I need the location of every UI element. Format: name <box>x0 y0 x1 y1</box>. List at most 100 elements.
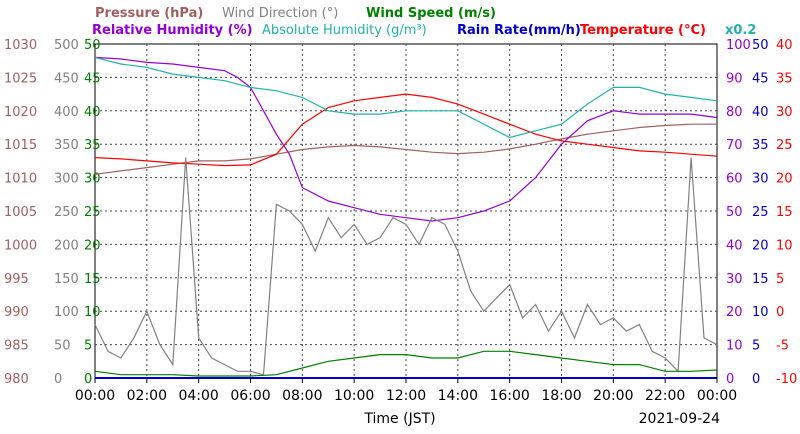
y-tick-rain-rate: 35 <box>752 138 769 153</box>
x-axis: 00:00 02:00 04:00 06:00 08:00 10:00 12:00 14:00… <box>75 378 737 404</box>
y-tick-wind-direction: 250 <box>54 205 79 220</box>
y-tick-rain-rate: 50 <box>752 38 769 53</box>
y-tick-pressure: 990 <box>4 305 29 320</box>
series-layer <box>94 56 718 379</box>
title-wind-direction: Wind Direction (°) <box>222 6 338 21</box>
y-tick-rain-rate: 40 <box>752 105 769 120</box>
y-tick-temperature: 0 <box>776 305 784 320</box>
series-line-temperature-c <box>94 93 718 167</box>
y-tick-relative-humidity: 40 <box>726 238 743 253</box>
y-tick-temperature: 15 <box>776 205 793 220</box>
x-tick-label: 02:00 <box>127 388 167 404</box>
y-tick-relative-humidity: 30 <box>726 272 743 287</box>
x-tick-label: 04:00 <box>178 388 218 404</box>
y-tick-relative-humidity: 50 <box>726 205 743 220</box>
chart-date: 2021-09-24 <box>639 411 720 427</box>
y-tick-temperature: 20 <box>776 172 793 187</box>
chart-title-row-2: Relative Humidity (%) Absolute Humidity … <box>92 23 756 38</box>
x-tick-label: 18:00 <box>541 388 581 404</box>
y-tick-temperature: 5 <box>776 272 784 287</box>
y-tick-wind-direction: 50 <box>54 339 71 354</box>
y-tick-wind-direction: 100 <box>54 305 79 320</box>
right-axes: 0 10 20 30 40 50 60 70 80 90 100 0 5 10 15 20 25 30 35 40 45… <box>726 38 797 387</box>
y-tick-wind-direction: 450 <box>54 71 79 86</box>
y-tick-rain-rate: 25 <box>752 205 769 220</box>
x-tick-label: 10:00 <box>334 388 374 404</box>
x-axis-label: Time (JST) <box>363 411 435 427</box>
title-scale-factor: x0.2 <box>725 23 756 38</box>
y-tick-rain-rate: 15 <box>752 272 769 287</box>
title-temperature: Temperature (°C) <box>580 23 706 38</box>
y-tick-wind-direction: 300 <box>54 172 79 187</box>
y-tick-pressure: 1000 <box>4 238 37 253</box>
y-tick-relative-humidity: 0 <box>726 372 734 387</box>
y-tick-pressure: 995 <box>4 272 29 287</box>
y-tick-pressure: 1030 <box>4 38 37 53</box>
y-tick-wind-speed: 25 <box>84 205 101 220</box>
y-tick-pressure: 1015 <box>4 138 37 153</box>
y-tick-temperature: 10 <box>776 238 793 253</box>
series-line-wind-direction <box>94 157 718 376</box>
y-tick-pressure: 1020 <box>4 105 37 120</box>
y-tick-wind-direction: 150 <box>54 272 79 287</box>
y-tick-wind-speed: 0 <box>84 372 92 387</box>
y-tick-wind-speed: 5 <box>84 339 92 354</box>
y-tick-pressure: 980 <box>4 372 29 387</box>
y-tick-wind-speed: 15 <box>84 272 101 287</box>
title-wind-speed: Wind Speed (m/s) <box>366 6 496 21</box>
chart-title-row-1: Pressure (hPa) Wind Direction (°) Wind S… <box>95 6 496 21</box>
x-tick-label: 20:00 <box>593 388 633 404</box>
y-tick-relative-humidity: 100 <box>726 38 751 53</box>
x-tick-label: 06:00 <box>230 388 270 404</box>
y-tick-wind-speed: 30 <box>84 172 101 187</box>
y-tick-wind-speed: 50 <box>84 38 101 53</box>
y-tick-rain-rate: 45 <box>752 71 769 86</box>
x-tick-label: 14:00 <box>438 388 478 404</box>
y-tick-wind-direction: 0 <box>54 372 62 387</box>
y-tick-pressure: 1010 <box>4 172 37 187</box>
x-tick-label: 22:00 <box>645 388 685 404</box>
series-line-pressure-hpa <box>94 123 717 175</box>
series-line-relative-humidity <box>94 56 718 222</box>
y-tick-relative-humidity: 20 <box>726 305 743 320</box>
series-line-wind-speed-m-s <box>94 350 718 377</box>
x-tick-label: 08:00 <box>282 388 322 404</box>
y-tick-rain-rate: 10 <box>752 305 769 320</box>
title-pressure: Pressure (hPa) <box>95 6 203 21</box>
y-tick-pressure: 1005 <box>4 205 37 220</box>
left-axes: 9809859909951000100510101015102010251030… <box>4 38 101 387</box>
y-tick-relative-humidity: 10 <box>726 339 743 354</box>
y-tick-pressure: 985 <box>4 339 29 354</box>
y-tick-wind-speed: 20 <box>84 238 101 253</box>
y-tick-pressure: 1025 <box>4 71 37 86</box>
title-absolute-humidity: Absolute Humidity (g/m³) <box>262 23 427 38</box>
y-tick-wind-direction: 350 <box>54 138 79 153</box>
y-tick-temperature: -10 <box>776 372 797 387</box>
title-rain-rate: Rain Rate(mm/h) <box>457 23 581 38</box>
y-tick-rain-rate: 20 <box>752 238 769 253</box>
x-tick-label: 12:00 <box>386 388 426 404</box>
y-tick-relative-humidity: 70 <box>726 138 743 153</box>
series-line-absolute-humidity-g-m-x <box>94 56 718 139</box>
y-tick-temperature: 30 <box>776 105 793 120</box>
y-tick-wind-speed: 45 <box>84 71 101 86</box>
y-tick-wind-direction: 500 <box>54 38 79 53</box>
y-tick-temperature: 35 <box>776 71 793 86</box>
x-tick-label: 00:00 <box>75 388 115 404</box>
y-tick-relative-humidity: 60 <box>726 172 743 187</box>
y-tick-relative-humidity: 90 <box>726 71 743 86</box>
x-tick-label: 00:00 <box>697 388 737 404</box>
y-tick-rain-rate: 5 <box>752 339 760 354</box>
y-tick-temperature: -5 <box>776 339 789 354</box>
y-tick-relative-humidity: 80 <box>726 105 743 120</box>
y-tick-wind-direction: 200 <box>54 238 79 253</box>
y-tick-rain-rate: 30 <box>752 172 769 187</box>
title-relative-humidity: Relative Humidity (%) <box>92 23 253 38</box>
x-tick-label: 16:00 <box>489 388 529 404</box>
y-tick-temperature: 40 <box>776 38 793 53</box>
y-tick-wind-speed: 10 <box>84 305 101 320</box>
y-tick-wind-speed: 35 <box>84 138 101 153</box>
y-tick-wind-speed: 40 <box>84 105 101 120</box>
y-tick-temperature: 25 <box>776 138 793 153</box>
